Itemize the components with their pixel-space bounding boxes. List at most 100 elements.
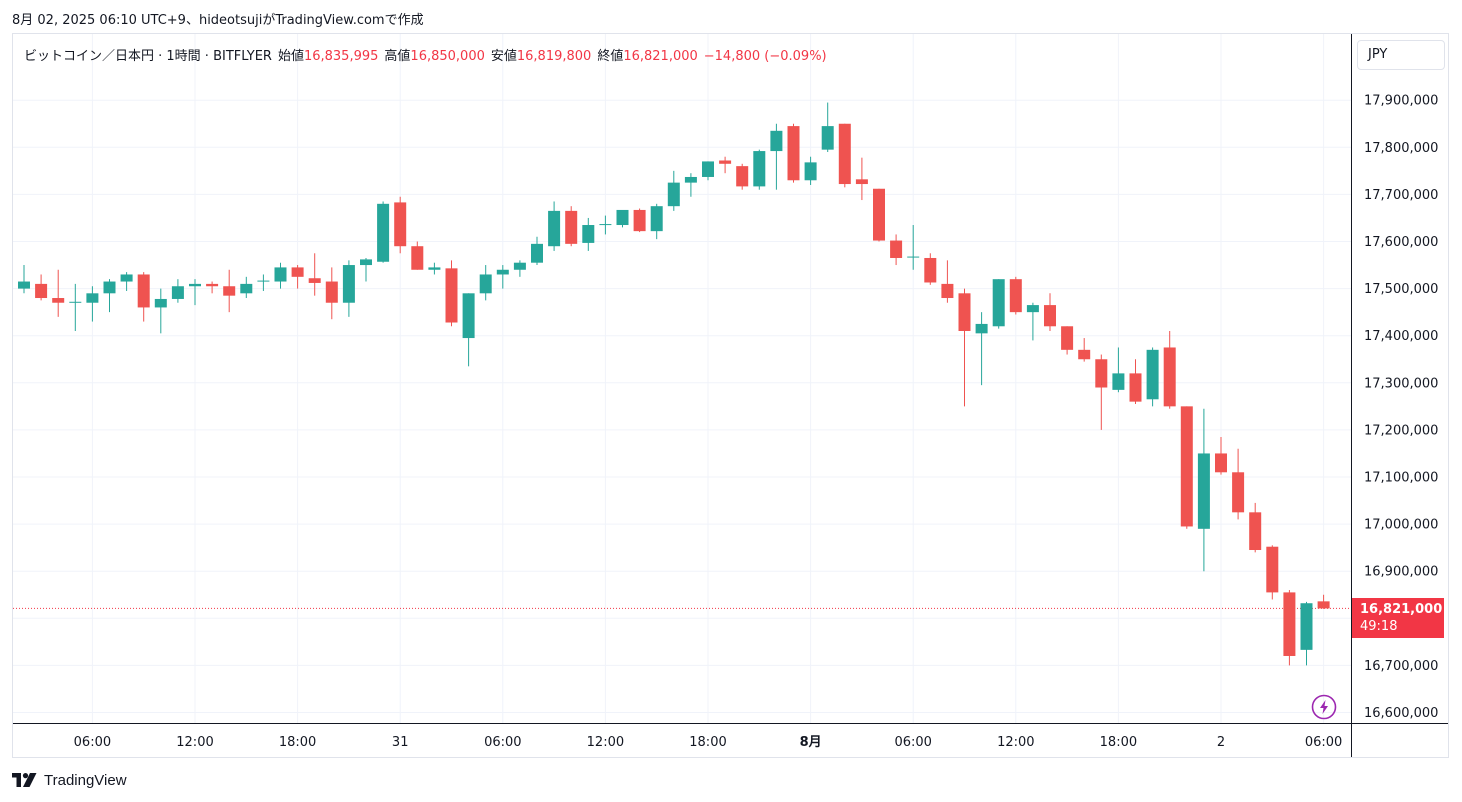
open-value: 16,835,995 [303, 49, 379, 64]
candle [975, 312, 988, 386]
candle [206, 281, 219, 294]
candle [650, 203, 663, 240]
x-tick-label: 12:00 [997, 735, 1034, 750]
candle [855, 157, 868, 201]
candle [274, 262, 287, 289]
candle [1180, 406, 1193, 529]
last-price-value: 16,821,000 [1360, 602, 1443, 617]
candle [240, 276, 253, 299]
candle-body [496, 269, 509, 275]
chart-grid [13, 34, 1351, 723]
candle [445, 260, 458, 327]
candle [257, 274, 270, 291]
candle-body [171, 286, 184, 299]
candle-body [924, 257, 937, 283]
close-value: 16,821,000 [623, 49, 698, 64]
y-tick-label: 17,700,000 [1364, 188, 1438, 203]
tradingview-brand[interactable]: TradingView [12, 768, 127, 792]
change-value: −14,800 (−0.09%) [703, 49, 827, 64]
candle [565, 206, 578, 247]
candle-body [1112, 373, 1125, 390]
candle-body [1061, 326, 1074, 350]
y-tick-label: 17,800,000 [1364, 141, 1438, 156]
close-label: 終値 [597, 49, 624, 64]
candle-body [1232, 472, 1245, 513]
candle-body [736, 166, 749, 187]
candle-body [394, 202, 407, 247]
candle-body [890, 240, 903, 258]
candle [1061, 326, 1074, 355]
candle [1215, 436, 1227, 475]
x-axis-labels: 06:00 12:00 18:00 31 06:00 12:00 18:00 8月 06:00 1… [74, 735, 1343, 750]
bar-countdown: 49:18 [1360, 619, 1398, 634]
y-tick-label: 16,900,000 [1364, 565, 1438, 580]
candle-body [650, 206, 663, 232]
candle-body [599, 224, 612, 226]
y-axis-labels: 16,600,00016,700,00016,800,00016,900,000… [1364, 94, 1438, 721]
candle-body [667, 182, 680, 207]
candle-body [479, 274, 492, 294]
candle-body [1129, 373, 1142, 402]
candle [787, 123, 800, 183]
candle-body [702, 161, 714, 177]
candle-body [1249, 512, 1262, 551]
tradingview-logo-icon [12, 773, 37, 787]
candle [890, 234, 903, 266]
y-tick-label: 17,000,000 [1364, 518, 1438, 533]
candle-body [360, 259, 372, 266]
high-value: 16,850,000 [410, 49, 485, 64]
candle [103, 279, 116, 313]
last-price-tag: 16,821,000 49:18 [1352, 598, 1444, 638]
candle [667, 170, 680, 211]
candle [1266, 545, 1279, 600]
low-label: 安値 [490, 49, 517, 64]
candle [428, 262, 441, 275]
x-tick-label: 06:00 [894, 735, 931, 750]
candle-body [137, 274, 150, 308]
candle [171, 279, 184, 303]
candle [154, 288, 167, 334]
candle [1197, 408, 1210, 572]
candle-body [821, 126, 834, 150]
candle [1112, 347, 1125, 393]
candle-body [719, 160, 732, 164]
y-tick-label: 17,900,000 [1364, 94, 1438, 109]
candle [1044, 293, 1056, 331]
candle [1317, 594, 1330, 609]
candle-body [582, 225, 595, 243]
x-tick-label: 18:00 [689, 735, 726, 750]
candle [821, 102, 834, 153]
candle [616, 209, 629, 228]
low-value: 16,819,800 [516, 49, 592, 64]
candle [1026, 302, 1039, 341]
candle [582, 217, 595, 251]
lightning-bolt-icon[interactable] [1311, 694, 1337, 720]
candle-body [513, 262, 526, 270]
candle [770, 123, 783, 190]
candle [684, 173, 697, 197]
candle [291, 265, 304, 289]
candle-body [531, 243, 543, 263]
candle-body [855, 179, 868, 185]
candle [137, 272, 150, 322]
candle-body [86, 293, 99, 303]
candle [18, 265, 30, 294]
candle [1249, 502, 1262, 553]
candle-body [1026, 305, 1039, 313]
candle-body [240, 283, 253, 294]
candle-body [308, 278, 321, 283]
candle-body [1317, 601, 1330, 609]
candle [1283, 590, 1296, 666]
currency-button[interactable]: JPY [1357, 40, 1445, 70]
candle-body [992, 279, 1005, 327]
candle-body [274, 267, 287, 282]
candle-body [103, 281, 116, 294]
x-tick-label: 06:00 [484, 735, 521, 750]
candle [1095, 354, 1108, 430]
candle [513, 260, 526, 277]
candle-body [154, 298, 167, 308]
candle [1300, 601, 1313, 666]
candle [1232, 448, 1245, 520]
candle-body [1078, 349, 1091, 360]
